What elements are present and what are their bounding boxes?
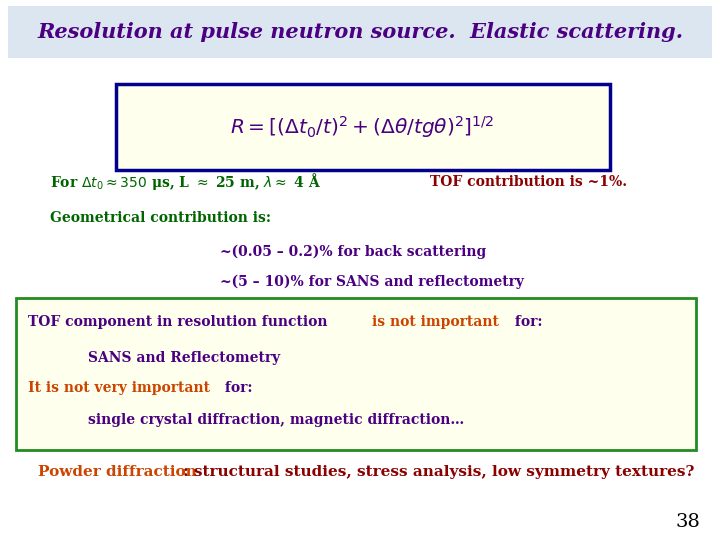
Text: is not important: is not important bbox=[372, 315, 499, 329]
Text: TOF component in resolution function: TOF component in resolution function bbox=[28, 315, 333, 329]
Text: SANS and Reflectometry: SANS and Reflectometry bbox=[88, 351, 280, 365]
Text: for:: for: bbox=[220, 381, 253, 395]
Text: for:: for: bbox=[510, 315, 542, 329]
Text: ~(5 – 10)% for SANS and reflectometry: ~(5 – 10)% for SANS and reflectometry bbox=[220, 275, 524, 289]
FancyBboxPatch shape bbox=[8, 6, 712, 58]
FancyBboxPatch shape bbox=[16, 298, 696, 450]
Text: Geometrical contribution is:: Geometrical contribution is: bbox=[50, 211, 271, 225]
Text: Powder diffraction: Powder diffraction bbox=[38, 465, 197, 479]
Text: : structural studies, stress analysis, low symmetry textures?: : structural studies, stress analysis, l… bbox=[183, 465, 694, 479]
FancyBboxPatch shape bbox=[116, 84, 610, 170]
Text: ~(0.05 – 0.2)% for back scattering: ~(0.05 – 0.2)% for back scattering bbox=[220, 245, 486, 259]
Text: $\mathit{R} = [(\Delta t_0/t)^2 + (\Delta\theta/tg\theta)^2]^{1/2}$: $\mathit{R} = [(\Delta t_0/t)^2 + (\Delt… bbox=[230, 114, 494, 140]
Text: It is not very important: It is not very important bbox=[28, 381, 210, 395]
Text: single crystal diffraction, magnetic diffraction…: single crystal diffraction, magnetic dif… bbox=[88, 413, 464, 427]
Text: Resolution at pulse neutron source.  Elastic scattering.: Resolution at pulse neutron source. Elas… bbox=[37, 22, 683, 42]
Text: 38: 38 bbox=[675, 513, 700, 531]
Text: For $\Delta t_0 \approx 350$ μs, L $\approx$ 25 m, $\lambda \approx$ 4 Å: For $\Delta t_0 \approx 350$ μs, L $\app… bbox=[50, 172, 336, 192]
Text: TOF contribution is ~1%.: TOF contribution is ~1%. bbox=[430, 175, 627, 189]
